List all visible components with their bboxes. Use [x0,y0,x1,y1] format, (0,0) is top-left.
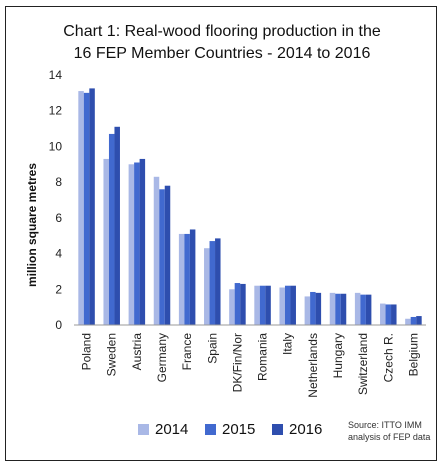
bar-netherlands-2016 [315,292,322,325]
bar-spain-2014 [204,248,210,325]
y-tick-label: 10 [49,139,63,153]
source-note: Source: ITTO IMM analysis of FEP data [348,419,445,443]
bar-sweden-2014 [103,158,109,325]
bar-austria-2014 [128,164,135,325]
x-tick-label: Sweden [105,333,119,376]
chart-plot: million square metres 0 2 4 6 8 10 12 14 Poland… [25,68,426,398]
bar-belgium-2015 [410,316,417,325]
bar-austria-2016 [139,158,146,325]
bar-france-2016 [189,229,196,325]
chart-frame: Chart 1: Real-wood flooring production i… [5,6,437,461]
x-tick-label: DK/Fin/Nor [230,333,244,392]
bar-sweden-2015 [108,133,115,325]
x-tick-label: Spain [205,333,219,364]
y-tick-label: 2 [55,282,62,296]
bar-switzerland-2014 [354,292,361,325]
x-tick-label: Hungary [331,333,345,378]
y-tick-label: 14 [49,68,63,82]
bars [78,88,422,325]
x-tick-label: Austria [130,333,144,371]
bar-dk-fin-nor-2014 [229,289,235,325]
chart-title-line-2: 16 FEP Member Countries - 2014 to 2016 [73,45,371,62]
bar-germany-2014 [153,176,160,325]
legend-swatch-2016 [272,424,283,435]
bar-czech-r--2014 [380,303,386,325]
x-tick-label: Italy [281,333,295,355]
bar-netherlands-2015 [310,291,316,325]
x-tick-label: Poland [80,333,94,370]
bar-romania-2016 [265,285,271,325]
bar-italy-2016 [290,285,296,325]
x-tick-label: Switzerland [356,333,370,395]
legend-label-2015: 2015 [222,421,256,438]
bar-france-2014 [178,233,185,325]
bar-hungary-2016 [340,293,347,325]
bar-italy-2014 [279,287,285,325]
bar-romania-2015 [259,285,266,325]
bar-germany-2015 [159,189,165,325]
x-axis-ticks: Poland Sweden Austria Germany France Spain DK/… [80,333,421,398]
x-tick-label: Romania [256,333,270,381]
bar-dk-fin-nor-2015 [234,283,241,325]
x-tick-label: Czech R. [381,333,395,382]
chart-title-line-1: Chart 1: Real-wood flooring production i… [63,23,381,40]
bar-switzerland-2015 [360,294,366,325]
y-axis-ticks: 0 2 4 6 8 10 12 14 [49,68,63,332]
bar-france-2015 [184,233,190,325]
legend-label-2014: 2014 [155,421,189,438]
bar-romania-2014 [254,285,260,325]
bar-switzerland-2016 [365,294,372,325]
bar-czech-r--2016 [391,304,397,325]
bar-poland-2016 [89,88,95,325]
legend-swatch-2014 [138,424,149,435]
x-tick-label: Germany [155,333,169,382]
bar-poland-2014 [78,91,84,325]
bar-poland-2015 [83,92,90,325]
bar-austria-2015 [134,162,140,325]
bar-belgium-2016 [416,316,422,325]
source-line-1: Source: ITTO IMM [348,420,422,430]
y-axis-label: million square metres [25,163,39,287]
bar-sweden-2016 [114,126,120,325]
y-tick-label: 6 [55,211,62,225]
source-line-2: analysis of FEP data [348,432,431,442]
bar-netherlands-2014 [304,296,311,325]
y-tick-label: 12 [49,104,63,118]
legend-label-2016: 2016 [289,421,323,438]
y-tick-label: 0 [55,318,62,332]
x-tick-label: France [180,333,194,371]
x-tick-label: Belgium [406,333,420,376]
bar-hungary-2014 [329,292,336,325]
bar-spain-2015 [209,241,216,325]
bar-spain-2016 [215,238,221,325]
chart-title: Chart 1: Real-wood flooring production i… [6,21,438,65]
bar-hungary-2015 [335,293,341,325]
y-tick-label: 4 [55,247,62,261]
legend-item-2015: 2015 [205,421,255,438]
y-tick-label: 8 [55,175,62,189]
bar-italy-2015 [284,285,291,325]
bar-germany-2016 [164,185,171,325]
bar-dk-fin-nor-2016 [240,283,246,325]
legend-swatch-2015 [205,424,216,435]
bar-belgium-2014 [405,318,411,325]
legend-item-2016: 2016 [272,421,322,438]
x-tick-label: Netherlands [306,333,320,398]
legend-item-2014: 2014 [138,421,188,438]
bar-czech-r--2015 [385,304,392,325]
